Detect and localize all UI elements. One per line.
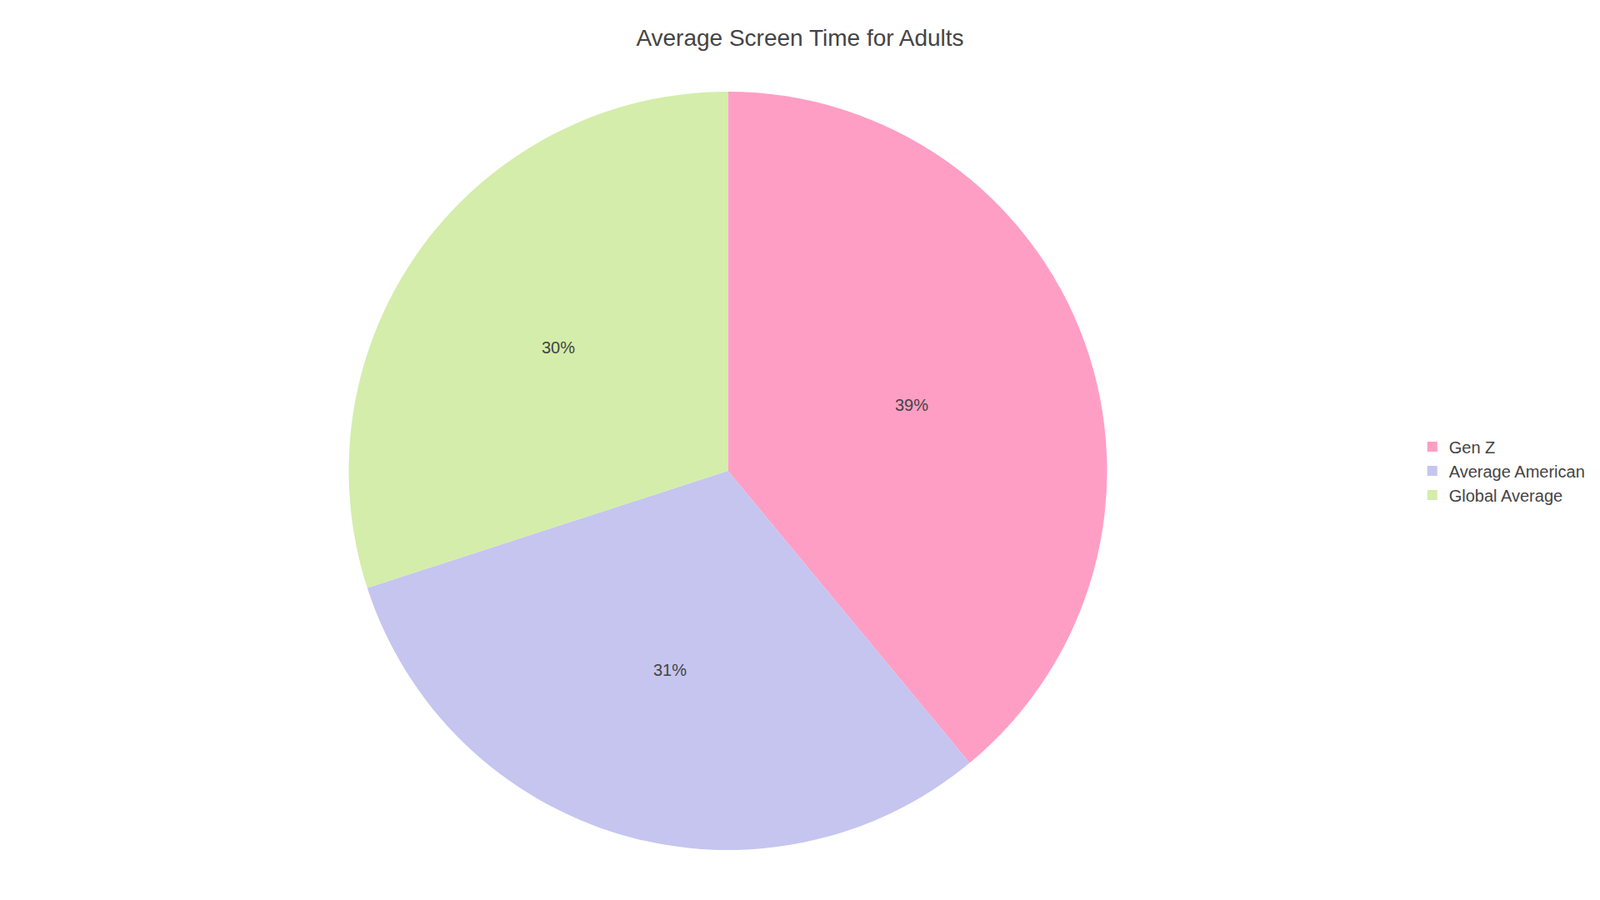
svg-text:Average Screen Time for Adults: Average Screen Time for Adults: [635, 25, 964, 51]
svg-text:39%: 39%: [895, 395, 929, 415]
svg-text:Gen Z: Gen Z: [1449, 438, 1496, 457]
svg-text:30%: 30%: [541, 338, 575, 357]
svg-text:Global Average: Global Average: [1449, 486, 1563, 505]
svg-text:31%: 31%: [653, 660, 687, 680]
svg-text:Average American: Average American: [1449, 462, 1585, 481]
